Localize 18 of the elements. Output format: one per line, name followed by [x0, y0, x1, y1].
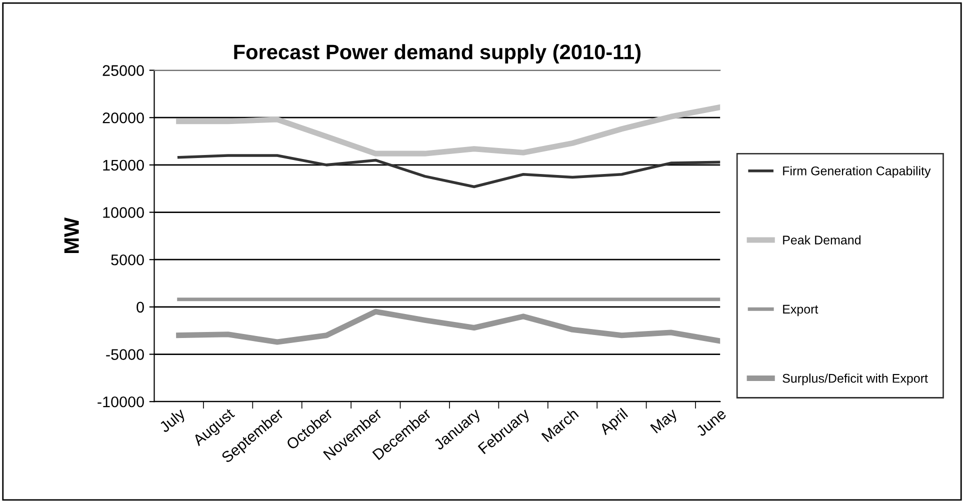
- y-tick-label: -5000: [106, 349, 144, 360]
- y-tick-label: -10000: [98, 396, 144, 408]
- y-tick-label: 0: [136, 302, 144, 313]
- legend-label: Surplus/Deficit with Export: [782, 374, 928, 386]
- y-tick-label: 15000: [103, 160, 144, 171]
- x-tick-label: May: [650, 408, 680, 436]
- line-series: [177, 154, 720, 188]
- legend-label: Peak Demand: [783, 235, 860, 244]
- y-tick-label: 25000: [102, 65, 144, 76]
- legend-label: Export: [783, 304, 818, 316]
- legend-label: Firm Generation Capability: [783, 166, 931, 178]
- y-tick-label: 5000: [111, 254, 144, 266]
- x-tick-label: July: [158, 407, 188, 436]
- y-tick-label: 10000: [103, 207, 144, 218]
- y-tick-label: 20000: [102, 112, 144, 124]
- x-tick-label: June: [695, 408, 727, 437]
- chart-title: Forecast Power demand supply (2010-11): [234, 44, 641, 64]
- y-axis-title: MW: [64, 217, 79, 254]
